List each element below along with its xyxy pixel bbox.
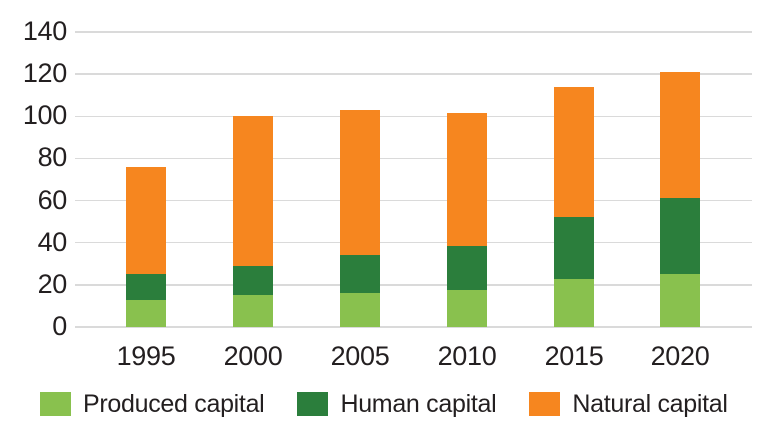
legend-item-produced-capital: Produced capital: [40, 390, 265, 418]
y-axis-label-20: 20: [37, 268, 68, 299]
bar-1995-natural-capital: [126, 166, 166, 275]
y-axis-label-0: 0: [52, 311, 67, 341]
bar-2020-produced-capital: [660, 274, 700, 327]
bar-2015-natural-capital: [554, 86, 594, 218]
x-axis-label-2000: 2000: [223, 341, 283, 371]
gridline-60: [75, 199, 752, 202]
y-axis-label-60: 60: [37, 184, 68, 215]
gridline-20: [75, 284, 752, 286]
legend-label-human-capital: Human capital: [340, 390, 497, 418]
bar-2010-produced-capital: [447, 290, 487, 327]
bar-2005-produced-capital: [340, 293, 380, 327]
bar-2000-produced-capital: [233, 295, 273, 327]
x-axis-label-1995: 1995: [116, 341, 176, 371]
bar-1995-produced-capital: [126, 299, 166, 327]
y-axis-label-80: 80: [37, 142, 68, 173]
y-axis-label-100: 100: [22, 100, 67, 131]
legend-label-produced-capital: Produced capital: [83, 390, 265, 418]
bar-2015-human-capital: [554, 217, 594, 279]
legend-item-natural-capital: Natural capital: [529, 390, 728, 418]
bar-2010-human-capital: [447, 245, 487, 291]
y-axis-label-120: 120: [22, 58, 67, 89]
legend: Produced capital Human capital Natural cap…: [40, 390, 761, 418]
bar-2020-human-capital: [660, 198, 700, 275]
legend-item-human-capital: Human capital: [297, 390, 497, 418]
gridline-0: [75, 326, 752, 328]
bar-2000-human-capital: [233, 265, 273, 296]
x-axis-label-2010: 2010: [437, 341, 497, 371]
y-axis-label-140: 140: [22, 16, 67, 46]
gridline-120: [75, 73, 752, 75]
legend-swatch-human-capital: [297, 392, 329, 416]
bar-2000-natural-capital: [233, 116, 273, 266]
x-axis-label-2020: 2020: [650, 341, 710, 371]
bar-2010-natural-capital: [447, 113, 487, 246]
legend-label-natural-capital: Natural capital: [572, 390, 728, 418]
bar-2005-human-capital: [340, 255, 380, 294]
bar-1995-human-capital: [126, 274, 166, 300]
gridline-80: [75, 157, 752, 160]
y-axis-label-40: 40: [37, 226, 68, 257]
gridline-140: [75, 31, 752, 33]
bar-2020-natural-capital: [660, 72, 700, 199]
x-axis-label-2005: 2005: [330, 341, 390, 371]
legend-swatch-natural-capital: [529, 392, 561, 416]
gridline-100: [75, 115, 752, 118]
gridline-40: [75, 241, 752, 244]
legend-swatch-produced-capital: [40, 392, 71, 416]
bar-2015-produced-capital: [554, 278, 594, 327]
bar-2005-natural-capital: [340, 109, 380, 256]
x-axis-label-2015: 2015: [544, 341, 604, 371]
